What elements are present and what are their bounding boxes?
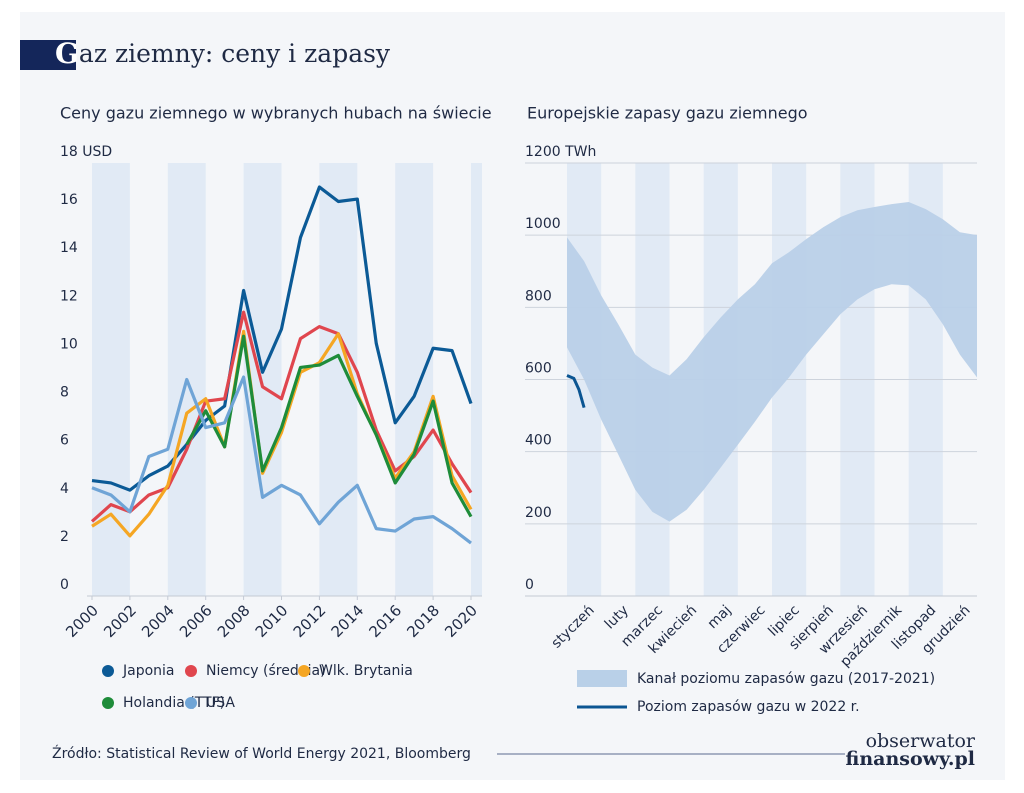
legend-swatch xyxy=(185,697,197,709)
main-title: Gaz ziemny: ceny i zapasy xyxy=(55,37,391,70)
y-tick-label: 12 xyxy=(60,288,78,304)
y-tick-label: 10 xyxy=(60,336,78,352)
y-tick-label: 6 xyxy=(60,433,69,449)
legend-label: Holandia (TTF) xyxy=(123,695,225,711)
series-line xyxy=(91,329,473,538)
legend-label: Kanał poziomu zapasów gazu (2017-2021) xyxy=(637,671,935,687)
logo-top: obserwator xyxy=(866,730,976,752)
series-line xyxy=(185,334,473,518)
title-block xyxy=(20,40,76,70)
y-tick-label: 2 xyxy=(60,529,69,545)
y-tick-label: 18 USD xyxy=(60,144,112,160)
y-tick-label: 1200 TWh xyxy=(525,144,596,160)
legend-swatch xyxy=(102,665,114,677)
y-tick-label: 1000 xyxy=(525,216,561,232)
legend-swatch xyxy=(298,665,310,677)
y-tick-label: 16 xyxy=(60,192,78,208)
legend-label: Niemcy (średnia) xyxy=(206,663,326,679)
chart-title: Europejskie zapasy gazu ziemnego xyxy=(527,104,808,123)
series-line xyxy=(566,374,586,409)
legend-swatch xyxy=(102,697,114,709)
y-tick-label: 200 xyxy=(525,505,552,521)
source: Źródło: Statistical Review of World Ener… xyxy=(52,744,471,762)
band xyxy=(567,201,977,522)
legend-label: USA xyxy=(206,695,235,711)
logo-bottom: finansowy.pl xyxy=(846,748,975,770)
legend-swatch xyxy=(185,665,197,677)
y-tick-label: 600 xyxy=(525,361,552,377)
chart-title: Ceny gazu ziemnego w wybranych hubach na… xyxy=(60,104,492,123)
y-tick-label: 800 xyxy=(525,288,552,304)
y-tick-label: 0 xyxy=(525,577,534,593)
y-tick-label: 14 xyxy=(60,240,78,256)
y-tick-label: 400 xyxy=(525,433,552,449)
y-tick-label: 8 xyxy=(60,385,69,401)
legend-label: Japonia xyxy=(122,663,175,679)
price-chart: Ceny gazu ziemnego w wybranych hubach na… xyxy=(60,104,492,712)
stripe xyxy=(395,163,434,596)
series-line xyxy=(91,375,472,545)
series-line xyxy=(91,185,473,492)
y-tick-label: 0 xyxy=(60,577,69,593)
legend-label: Wlk. Brytania xyxy=(319,663,413,679)
legend-swatch xyxy=(577,670,627,687)
y-tick-label: 4 xyxy=(60,481,69,497)
legend-label: Poziom zapasów gazu w 2022 r. xyxy=(637,699,860,715)
stripe xyxy=(471,163,482,596)
